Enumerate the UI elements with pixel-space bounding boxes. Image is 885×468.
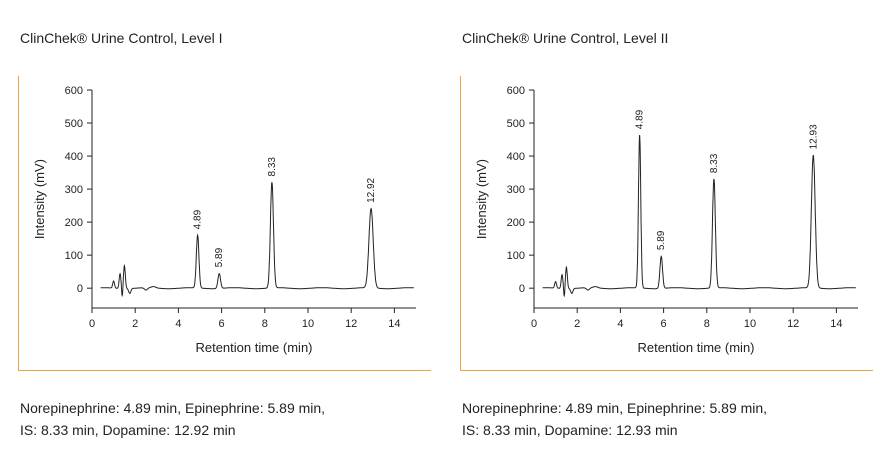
- y-tick-label: 300: [507, 184, 525, 196]
- y-tick-label: 400: [65, 151, 83, 163]
- chromatogram-trace: [100, 182, 414, 298]
- x-tick-label: 10: [302, 318, 314, 330]
- caption-line-1: Norepinephrine: 4.89 min, Epinephrine: 5…: [462, 400, 768, 416]
- y-tick-label: 600: [65, 85, 83, 97]
- peak-label: 8.33: [267, 157, 278, 177]
- x-tick-label: 4: [175, 318, 181, 330]
- peak-caption: Norepinephrine: 4.89 min, Epinephrine: 5…: [20, 397, 325, 441]
- x-axis-title: Retention time (min): [195, 340, 312, 355]
- y-axis-title: Intensity (mV): [474, 159, 489, 239]
- x-tick-label: 10: [744, 318, 756, 330]
- y-tick-label: 600: [507, 85, 525, 97]
- peak-label: 12.92: [366, 177, 377, 202]
- peak-label: 8.33: [709, 153, 720, 173]
- chromatogram-chart-level-2: 0 100 200 300 400 500 600 0 2 4 6 8 10 12 14 Retention …: [474, 85, 858, 355]
- x-tick-label: 6: [219, 318, 225, 330]
- caption-line-2: IS: 8.33 min, Dopamine: 12.92 min: [20, 422, 236, 438]
- y-axis-title: Intensity (mV): [32, 159, 47, 239]
- panel-frame: [18, 76, 431, 371]
- peak-caption: Norepinephrine: 4.89 min, Epinephrine: 5…: [462, 397, 767, 441]
- x-tick-label: 2: [574, 318, 580, 330]
- y-tick-label: 200: [507, 217, 525, 229]
- x-tick-label: 0: [531, 318, 537, 330]
- x-tick-label: 14: [830, 318, 842, 330]
- chromatogram-trace: [542, 134, 856, 298]
- x-tick-label: 4: [617, 318, 623, 330]
- peak-label: 12.93: [808, 124, 819, 149]
- peak-label: 5.89: [214, 247, 225, 267]
- x-axis-title: Retention time (min): [637, 340, 754, 355]
- x-tick-label: 8: [704, 318, 710, 330]
- chromatogram-panel-level-2: ClinChek® Urine Control, Level II 0 100 20…: [442, 0, 873, 468]
- y-tick-label: 0: [77, 283, 83, 295]
- chromatogram-chart-level-1: 0 100 200 300 400 500 600 0 2 4 6 8 10 12 14 Retention …: [32, 85, 416, 355]
- panel-title: ClinChek® Urine Control, Level II: [462, 30, 669, 46]
- peak-label: 4.89: [635, 109, 646, 129]
- x-tick-label: 8: [262, 318, 268, 330]
- y-tick-label: 500: [507, 118, 525, 130]
- x-tick-label: 12: [345, 318, 357, 330]
- caption-line-1: Norepinephrine: 4.89 min, Epinephrine: 5…: [20, 400, 326, 416]
- x-tick-label: 6: [661, 318, 667, 330]
- y-tick-label: 200: [65, 217, 83, 229]
- panel-title: ClinChek® Urine Control, Level I: [20, 30, 223, 46]
- panel-frame: [460, 76, 873, 371]
- y-tick-label: 100: [65, 250, 83, 262]
- y-tick-label: 100: [507, 250, 525, 262]
- x-tick-label: 2: [132, 318, 138, 330]
- peak-label: 4.89: [193, 209, 204, 229]
- x-tick-label: 12: [787, 318, 799, 330]
- y-tick-label: 400: [507, 151, 525, 163]
- caption-line-2: IS: 8.33 min, Dopamine: 12.93 min: [462, 422, 678, 438]
- x-tick-label: 0: [89, 318, 95, 330]
- x-tick-label: 14: [388, 318, 400, 330]
- y-tick-label: 300: [65, 184, 83, 196]
- y-tick-label: 0: [519, 283, 525, 295]
- peak-label: 5.89: [656, 230, 667, 250]
- y-tick-label: 500: [65, 118, 83, 130]
- chromatogram-panel-level-1: ClinChek® Urine Control, Level I 0 100 200…: [0, 0, 431, 468]
